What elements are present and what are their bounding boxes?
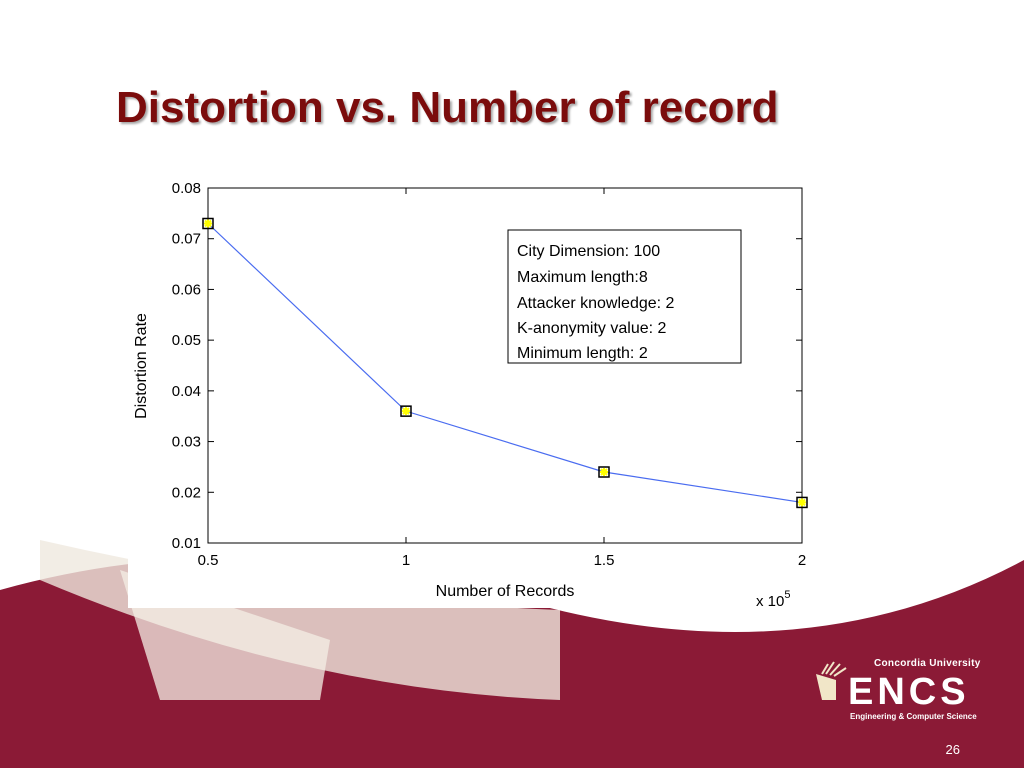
data-point [400, 405, 412, 417]
y-tick-label: 0.08 [172, 180, 201, 197]
y-tick-label: 0.05 [172, 332, 201, 349]
x-multiplier-exponent: 5 [784, 589, 790, 601]
legend-box: City Dimension: 100 Maximum length:8 Att… [507, 229, 742, 364]
legend-line-3: Attacker knowledge: 2 [517, 295, 675, 312]
x-axis-label: Number of Records [436, 583, 575, 600]
logo-subtitle: Engineering & Computer Science [850, 712, 977, 721]
page-number: 26 [945, 742, 960, 757]
legend-line-5: Minimum length: 2 [517, 345, 648, 362]
legend-line-2: Maximum length:8 [517, 269, 648, 286]
y-tick-label: 0.06 [172, 281, 201, 298]
y-tick-label: 0.07 [172, 231, 201, 248]
sunburst-icon [816, 661, 847, 700]
chart-panel: 0.5 1 1.5 2 0.01 0.02 0.03 0.04 0.05 0.06 0.07 0.08… [128, 168, 832, 608]
x-multiplier: x 105 [756, 589, 790, 608]
data-point [202, 217, 214, 230]
encs-logo: Concordia University ENCS Engineering & … [814, 654, 984, 724]
y-tick-label: 0.02 [172, 484, 201, 501]
x-tick-label: 2 [798, 552, 806, 569]
y-tick-label: 0.04 [172, 383, 201, 400]
line-chart: 0.5 1 1.5 2 0.01 0.02 0.03 0.04 0.05 0.06 0.07 0.08… [133, 180, 808, 608]
x-tick-label: 1 [402, 552, 410, 569]
y-tick-label: 0.01 [172, 535, 201, 552]
data-point [796, 496, 808, 509]
logo-university: Concordia University [874, 658, 981, 669]
x-tick-label: 1.5 [594, 552, 615, 569]
logo-name: ENCS [848, 671, 970, 713]
y-axis-label: Distortion Rate [133, 313, 150, 419]
series-line [207, 223, 803, 504]
data-point [598, 466, 610, 478]
y-tick-label: 0.03 [172, 434, 201, 451]
x-multiplier-base: x 10 [756, 593, 784, 608]
legend-line-1: City Dimension: 100 [517, 243, 660, 260]
x-tick-label: 0.5 [198, 552, 219, 569]
slide-title: Distortion vs. Number of record [116, 83, 779, 132]
legend-line-4: K-anonymity value: 2 [517, 320, 667, 337]
